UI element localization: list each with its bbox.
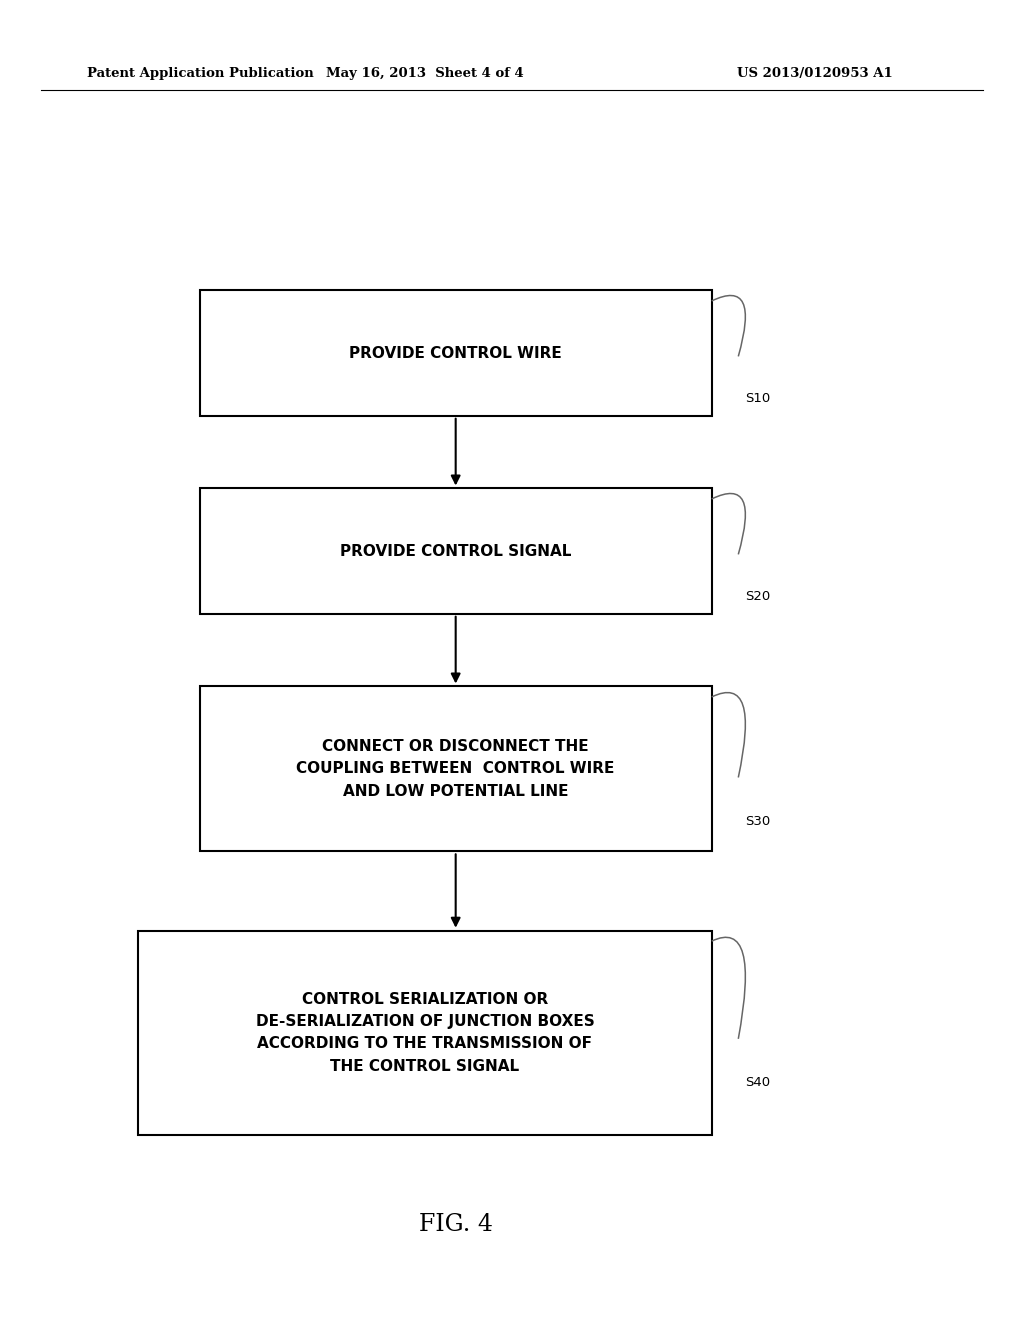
Bar (200, 686, 712, 851)
Text: S40: S40 (745, 1076, 771, 1089)
Bar (200, 488, 712, 614)
Text: S30: S30 (745, 814, 771, 828)
Text: PROVIDE CONTROL SIGNAL: PROVIDE CONTROL SIGNAL (340, 544, 571, 558)
Bar (138, 931, 712, 1135)
Text: CONTROL SERIALIZATION OR
DE-SERIALIZATION OF JUNCTION BOXES
ACCORDING TO THE TRA: CONTROL SERIALIZATION OR DE-SERIALIZATIO… (256, 993, 594, 1073)
Bar (200, 290, 712, 416)
Text: S20: S20 (745, 590, 771, 603)
Text: US 2013/0120953 A1: US 2013/0120953 A1 (737, 67, 893, 81)
Text: Patent Application Publication: Patent Application Publication (87, 67, 313, 81)
Text: CONNECT OR DISCONNECT THE
COUPLING BETWEEN  CONTROL WIRE
AND LOW POTENTIAL LINE: CONNECT OR DISCONNECT THE COUPLING BETWE… (297, 739, 614, 799)
Text: May 16, 2013  Sheet 4 of 4: May 16, 2013 Sheet 4 of 4 (326, 67, 524, 81)
Text: PROVIDE CONTROL WIRE: PROVIDE CONTROL WIRE (349, 346, 562, 360)
Text: S10: S10 (745, 392, 771, 405)
Text: FIG. 4: FIG. 4 (419, 1213, 493, 1237)
